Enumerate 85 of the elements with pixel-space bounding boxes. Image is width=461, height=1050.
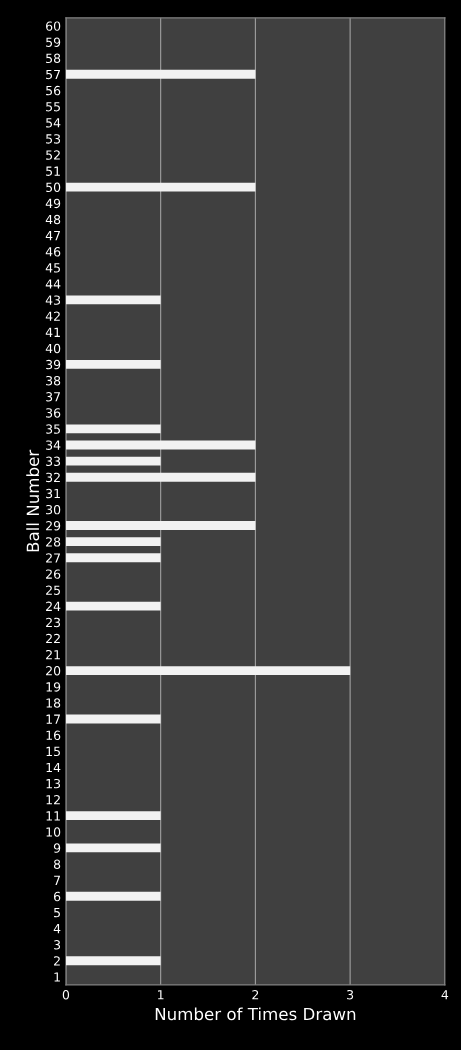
y-tick-label: 55: [46, 102, 60, 112]
x-tick-label: 1: [158, 990, 164, 1000]
y-tick-label: 13: [46, 778, 61, 789]
x-tick-label: 0: [62, 989, 70, 1000]
y-tick-label: 19: [46, 682, 61, 692]
y-tick-label: 11: [46, 811, 60, 821]
y-tick-label: 16: [46, 730, 61, 741]
y-tick-label: 4: [53, 924, 61, 934]
y-tick-label: 14: [46, 762, 61, 773]
y-axis-title: Ball Number: [26, 449, 40, 552]
bar: [65, 601, 161, 611]
x-tick-label: 4: [441, 990, 449, 1000]
y-tick-label: 52: [46, 150, 60, 160]
bar: [65, 521, 256, 530]
y-tick-label: 50: [46, 182, 61, 193]
y-tick-label: 3: [54, 940, 61, 950]
bar: [65, 182, 256, 192]
y-tick-label: 38: [46, 375, 61, 386]
y-tick-label: 56: [46, 85, 61, 96]
y-tick-label: 57: [46, 69, 60, 80]
y-tick-label: 40: [45, 343, 61, 354]
y-tick-label: 45: [45, 263, 60, 273]
bar: [65, 666, 351, 676]
x-axis-title: Number of Times Drawn: [155, 1007, 356, 1021]
y-tick-label: 42: [45, 311, 60, 321]
y-tick-label: 27: [46, 553, 60, 563]
y-tick-label: 7: [54, 875, 60, 885]
bar: [65, 69, 256, 79]
bar: [65, 295, 161, 305]
y-tick-label: 37: [46, 392, 60, 402]
y-tick-label: 51: [46, 166, 60, 176]
y-tick-label: 34: [46, 440, 61, 450]
bar: [65, 424, 161, 434]
y-tick-label: 20: [46, 666, 61, 676]
y-tick-label: 25: [46, 585, 60, 595]
y-tick-label: 54: [46, 118, 61, 128]
y-tick-label: 6: [53, 891, 61, 902]
y-tick-label: 47: [45, 231, 60, 241]
y-tick-label: 15: [46, 746, 60, 757]
y-tick-label: 26: [46, 569, 61, 579]
y-tick-label: 1: [54, 972, 60, 982]
y-tick-label: 29: [46, 521, 61, 531]
y-tick-label: 8: [53, 859, 61, 869]
y-tick-label: 12: [46, 795, 60, 805]
x-tick-label: 3: [347, 989, 354, 1000]
y-tick-label: 58: [46, 53, 61, 64]
x-tick-label: 2: [252, 989, 259, 1000]
y-tick-label: 21: [46, 649, 60, 660]
y-tick-label: 53: [46, 134, 61, 144]
y-tick-label: 24: [46, 601, 61, 611]
y-tick-label: 31: [46, 488, 60, 499]
bar: [65, 843, 161, 853]
bar: [65, 456, 161, 466]
y-tick-label: 23: [46, 617, 61, 628]
y-tick-label: 41: [45, 327, 60, 337]
y-tick-label: 18: [46, 698, 61, 708]
y-tick-label: 17: [46, 714, 60, 724]
bar: [65, 714, 161, 724]
y-tick-label: 28: [46, 537, 61, 547]
bar: [65, 537, 161, 547]
bar: [65, 891, 161, 901]
bar: [65, 472, 256, 482]
y-tick-label: 43: [45, 295, 61, 305]
y-tick-label: 22: [46, 633, 60, 644]
y-tick-label: 39: [46, 359, 61, 370]
bar: [65, 440, 256, 450]
y-tick-label: 30: [46, 504, 61, 515]
y-tick-label: 46: [45, 247, 61, 257]
bar: [65, 811, 161, 821]
bar: [65, 359, 161, 369]
y-tick-label: 2: [54, 956, 60, 966]
y-tick-label: 35: [46, 424, 60, 434]
y-tick-label: 9: [53, 843, 61, 853]
y-tick-label: 36: [46, 408, 61, 418]
y-tick-label: 10: [46, 827, 61, 837]
bar: [65, 956, 161, 966]
y-tick-label: 59: [46, 37, 61, 47]
y-tick-label: 5: [54, 908, 60, 918]
y-tick-label: 60: [46, 21, 61, 31]
bar: [65, 553, 161, 563]
y-tick-label: 49: [45, 198, 61, 209]
y-tick-label: 33: [46, 456, 61, 467]
y-tick-label: 48: [45, 214, 61, 225]
y-tick-label: 44: [45, 279, 61, 289]
y-tick-label: 32: [46, 472, 60, 483]
